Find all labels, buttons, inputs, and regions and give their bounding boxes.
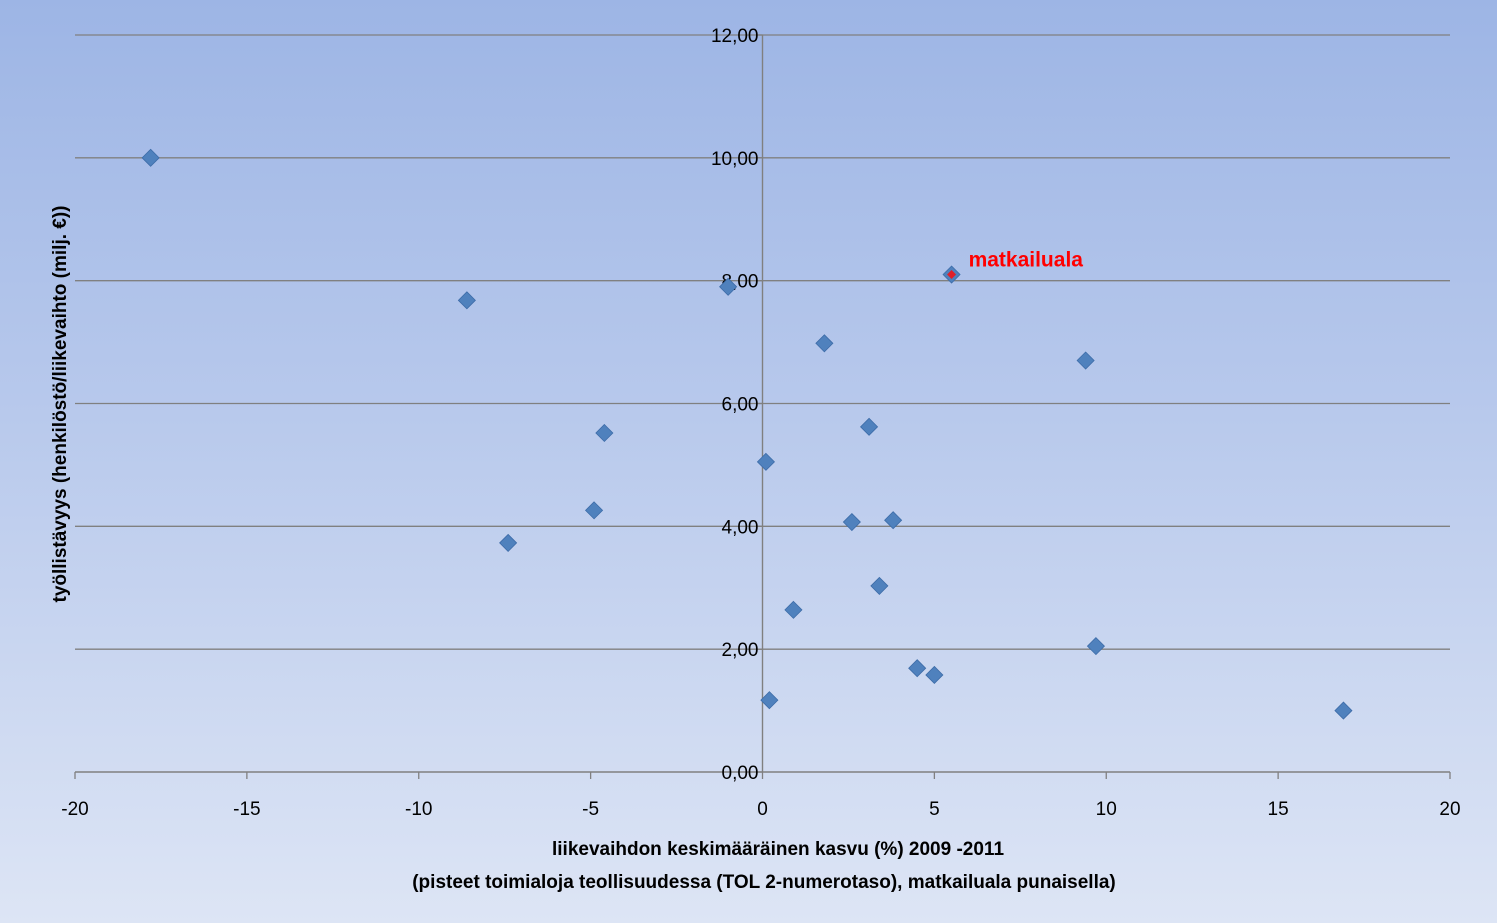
y-axis-title: työllistävyys (henkilöstö/liikevaihto (m…	[50, 206, 71, 603]
data-point-4	[584, 501, 604, 520]
x-tick-label-0: -20	[61, 799, 88, 820]
highlight-annotation: matkailuala	[969, 249, 1084, 272]
data-points	[141, 148, 1353, 720]
highlight-point-core	[947, 270, 957, 280]
x-axis-title-line1: liikevaihdon keskimääräinen kasvu (%) 20…	[552, 839, 1004, 860]
data-point-15	[925, 665, 944, 685]
data-point-2	[499, 533, 518, 552]
data-point-6	[756, 452, 776, 471]
y-tick-label-6: 12,00	[711, 26, 759, 47]
data-point-10	[842, 512, 861, 532]
y-tick-label-0: 0,00	[722, 763, 759, 784]
data-point-14	[908, 659, 927, 678]
axes	[74, 34, 1451, 779]
data-point-7	[760, 691, 779, 710]
x-tick-label-3: -5	[582, 799, 599, 820]
data-point-8	[784, 600, 803, 619]
x-tick-label-6: 10	[1096, 799, 1117, 820]
data-point-0	[141, 148, 160, 167]
x-axis-title-line2: (pisteet toimialoja teollisuudessa (TOL …	[412, 872, 1116, 893]
data-point-1	[457, 291, 476, 310]
x-tick-label-1: -15	[233, 799, 260, 820]
data-point-18	[1334, 701, 1353, 720]
y-tick-label-3: 6,00	[722, 395, 759, 416]
x-tick-label-5: 5	[929, 799, 940, 820]
data-point-17	[1086, 637, 1106, 656]
data-point-11	[859, 417, 879, 436]
x-tick-label-7: 15	[1268, 799, 1289, 820]
data-point-16	[1076, 351, 1095, 370]
data-point-3	[595, 423, 614, 443]
x-tick-label-2: -10	[405, 799, 432, 820]
y-tick-label-2: 4,00	[722, 517, 759, 538]
x-tick-label-8: 20	[1439, 799, 1460, 820]
x-tick-label-4: 0	[757, 799, 768, 820]
data-point-5	[719, 277, 738, 296]
data-point-9	[815, 334, 834, 353]
y-tick-label-5: 10,00	[711, 149, 759, 170]
x-tick-labels: -20 -15 -10 -5 0 5 10 15 20	[61, 799, 1460, 820]
data-point-13	[884, 511, 903, 530]
y-tick-label-1: 2,00	[722, 640, 759, 661]
data-point-12	[870, 576, 889, 595]
